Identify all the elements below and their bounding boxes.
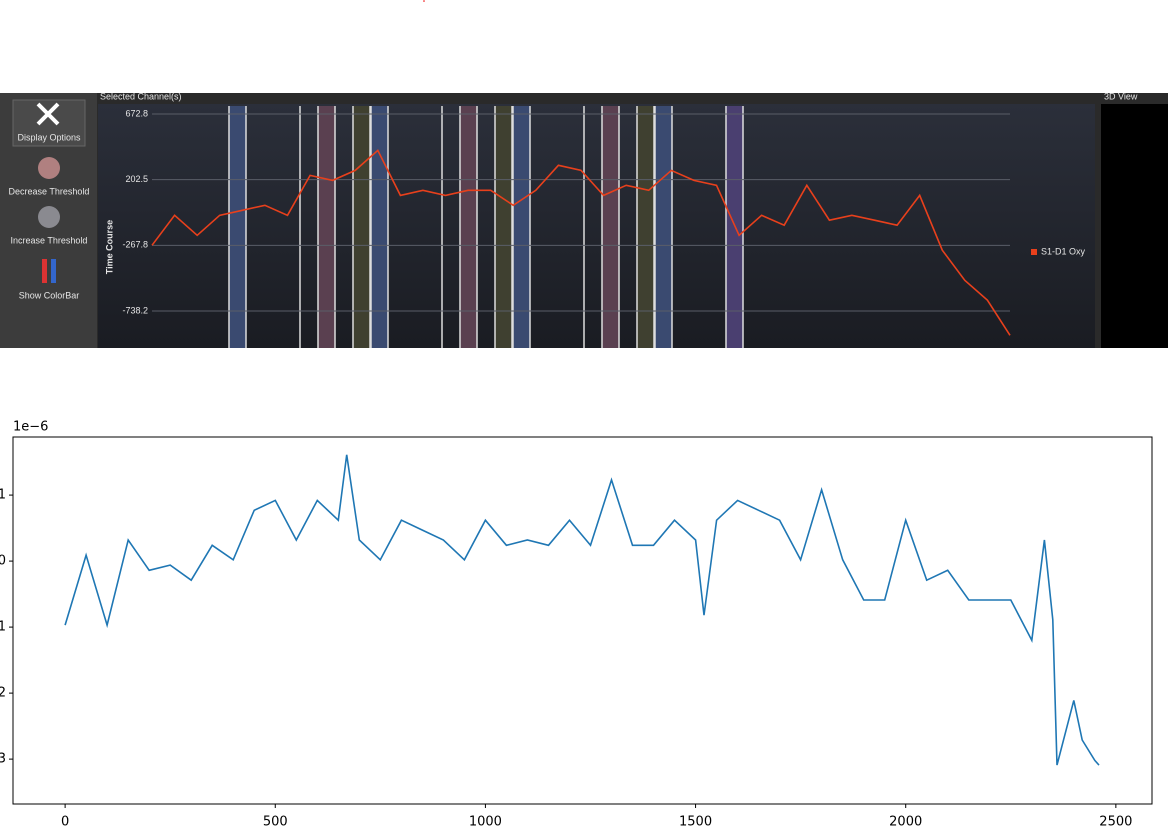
- button[interactable]: Show ColorBar: [19, 290, 80, 300]
- colorbar-icon: [51, 259, 56, 283]
- y-tick-label: 3: [0, 752, 6, 767]
- offset-label: 1e−6: [13, 420, 48, 435]
- brain-icon: [38, 206, 60, 228]
- y-tick-label: 202.5: [125, 174, 148, 184]
- y-tick-label: 1: [0, 620, 6, 635]
- button[interactable]: Increase Threshold: [11, 235, 88, 245]
- event-band: [353, 106, 370, 348]
- plot-panel: [98, 104, 1095, 348]
- brain-icon: [38, 157, 60, 179]
- x-tick-label: 500: [263, 815, 288, 830]
- button[interactable]: Display Options: [17, 132, 81, 142]
- x-tick-label: 2000: [889, 815, 922, 830]
- event-band: [318, 106, 335, 348]
- event-band: [655, 106, 672, 348]
- legend-swatch: [1031, 249, 1037, 255]
- event-band: [602, 106, 619, 348]
- panel-title: 3D View: [1104, 91, 1138, 101]
- y-tick-label: 2: [0, 686, 6, 701]
- legend-label: S1-D1 Oxy: [1041, 246, 1086, 256]
- button[interactable]: Decrease Threshold: [9, 186, 90, 196]
- view-3d: [1101, 104, 1168, 348]
- event-band: [495, 106, 512, 348]
- y-axis-label: Time Course: [104, 220, 114, 274]
- data-line: [151, 149, 1011, 336]
- axes-frame: [12, 436, 1153, 805]
- panel-title: Selected Channel(s): [100, 91, 182, 101]
- x-tick-label: 1000: [469, 815, 502, 830]
- dot: [423, 0, 425, 2]
- x-tick-label: 2500: [1099, 815, 1132, 830]
- x-tick-label: 0: [61, 815, 69, 830]
- event-band: [637, 106, 654, 348]
- event-band: [371, 106, 388, 348]
- event-band: [460, 106, 477, 348]
- y-tick-label: 1: [0, 488, 6, 503]
- button-bg: [12, 99, 86, 147]
- y-tick-label: -267.8: [122, 240, 148, 250]
- y-tick-label: -738.2: [122, 305, 148, 315]
- y-tick-label: 672.8: [125, 108, 148, 118]
- data-line: [64, 454, 1100, 766]
- event-band: [229, 106, 246, 348]
- event-band: [513, 106, 530, 348]
- x-tick-label: 1500: [679, 815, 712, 830]
- colorbar-icon: [42, 259, 47, 283]
- y-tick-label: 0: [0, 554, 6, 569]
- tools-icon: [36, 102, 60, 126]
